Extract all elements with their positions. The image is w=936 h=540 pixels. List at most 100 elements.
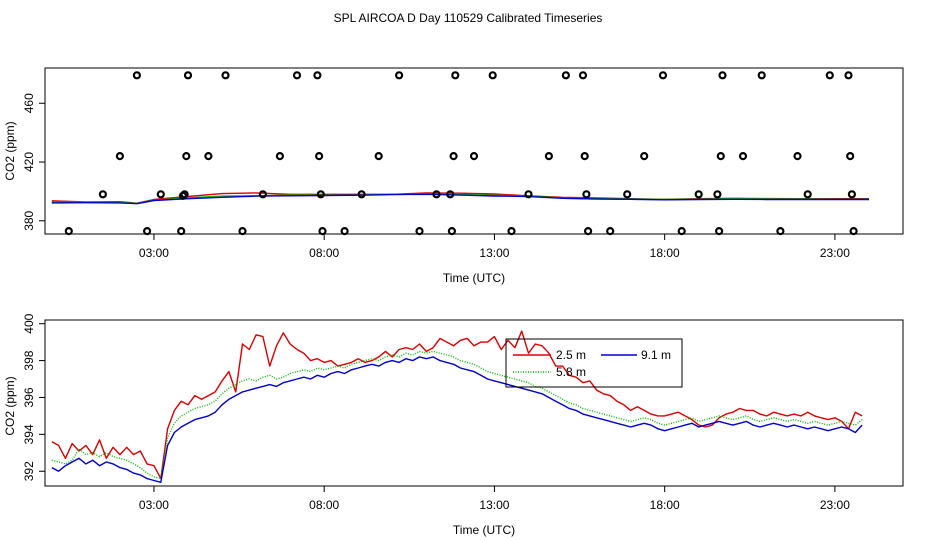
scatter-point: [182, 152, 191, 161]
bottom-series-lines: [51, 330, 863, 483]
bottom-y-tick-label: 394: [22, 424, 36, 444]
scatter-point: [716, 152, 725, 161]
top-y-tick-label: 380: [22, 210, 36, 230]
scatter-point: [623, 190, 632, 199]
scatter-point: [561, 71, 571, 80]
scatter-point: [544, 152, 554, 161]
scatter-point: [318, 227, 327, 236]
scatter-point: [658, 71, 668, 80]
scatter-point: [180, 190, 189, 199]
scatter-point: [432, 190, 441, 199]
scatter-point: [447, 227, 456, 236]
top-y-tick-label: 420: [22, 152, 36, 172]
scatter-point: [446, 190, 455, 199]
top-x-tick-label: 18:00: [650, 246, 680, 260]
scatter-point: [846, 152, 855, 161]
bottom-y-tick-label: 398: [22, 350, 36, 370]
bottom-x-tick-label: 03:00: [139, 498, 169, 512]
scatter-point: [713, 190, 722, 199]
scatter-point: [469, 152, 479, 161]
scatter-point: [640, 152, 649, 161]
scatter-point: [275, 152, 284, 161]
top-x-tick-label: 03:00: [139, 246, 169, 260]
scatter-point: [449, 152, 458, 161]
scatter-point: [177, 227, 186, 236]
scatter-point: [64, 227, 73, 236]
scatter-point: [204, 152, 213, 161]
bottom-x-tick-label: 23:00: [820, 498, 850, 512]
top-x-tick-label: 08:00: [309, 246, 339, 260]
scatter-point: [847, 190, 857, 199]
legend-box: [505, 338, 683, 388]
scatter-point: [183, 71, 193, 80]
bottom-y-tick-label: 392: [22, 461, 36, 481]
top-points: [64, 71, 858, 236]
series-line-2-5-m: [51, 330, 863, 480]
scatter-point: [583, 227, 593, 236]
scatter-point: [115, 152, 125, 161]
top-x-axis: 03:00 08:00 13:00 18:00 23:00: [139, 234, 850, 260]
scatter-point: [415, 227, 424, 236]
legend-label-9-1m: 9.1 m: [641, 348, 671, 362]
scatter-point: [582, 190, 591, 199]
scatter-point: [316, 190, 325, 199]
bottom-y-axis: 392 394 396 398 400: [22, 313, 45, 481]
scatter-point: [578, 71, 588, 80]
top-y-tick-label: 460: [22, 93, 36, 113]
scatter-point: [718, 71, 727, 80]
figure-title: SPL AIRCOA D Day 110529 Calibrated Times…: [334, 11, 603, 25]
legend-label-2-5m: 2.5 m: [556, 348, 586, 362]
top-x-tick-label: 23:00: [820, 246, 850, 260]
scatter-point: [803, 190, 812, 199]
bottom-plot-frame: [44, 319, 904, 487]
scatter-point: [677, 227, 686, 236]
bottom-x-tick-label: 13:00: [479, 498, 509, 512]
bottom-y-axis-label: CO2 (ppm): [3, 376, 17, 435]
top-y-axis: 380 420 460: [22, 93, 45, 231]
top-plot-frame: [44, 67, 904, 235]
scatter-point: [776, 227, 785, 236]
scatter-point: [825, 71, 834, 80]
legend-label-5-8m: 5.8 m: [556, 365, 586, 379]
top-overlay-lines: [51, 192, 869, 205]
bottom-x-tick-label: 08:00: [309, 498, 339, 512]
scatter-point: [132, 71, 141, 80]
scatter-point: [849, 227, 858, 236]
bottom-y-tick-label: 396: [22, 387, 36, 407]
scatter-point: [451, 71, 460, 80]
scatter-point: [357, 190, 366, 199]
scatter-point: [738, 152, 748, 161]
scatter-point: [156, 190, 165, 199]
scatter-point: [340, 227, 349, 236]
scatter-point: [606, 227, 615, 236]
series-line-9-1-m: [51, 356, 863, 483]
scatter-point: [694, 190, 703, 199]
top-panel-scatter: 03:00 08:00 13:00 18:00 23:00 380 420 460 Time…: [3, 67, 904, 285]
series-line-5-8-m: [51, 350, 863, 480]
scatter-point: [507, 227, 516, 236]
scatter-point: [793, 152, 802, 161]
top-x-tick-label: 13:00: [479, 246, 509, 260]
bottom-x-axis: 03:00 08:00 13:00 18:00 23:00: [139, 486, 850, 512]
scatter-point: [374, 152, 383, 161]
scatter-point: [98, 190, 108, 199]
scatter-point: [524, 190, 533, 199]
scatter-point: [143, 227, 152, 236]
scatter-point: [580, 152, 589, 161]
scatter-point: [714, 227, 724, 236]
top-x-axis-label: Time (UTC): [443, 271, 505, 285]
scatter-point: [315, 152, 324, 161]
scatter-point: [395, 71, 404, 80]
scatter-point: [292, 71, 302, 80]
scatter-point: [757, 71, 766, 80]
scatter-point: [313, 71, 322, 80]
legend: 2.5 m 5.8 m 9.1 m: [505, 338, 683, 388]
scatter-point: [488, 71, 497, 80]
bottom-y-tick-label: 400: [22, 313, 36, 333]
scatter-point: [258, 190, 267, 199]
scatter-point: [221, 71, 230, 80]
scatter-point: [844, 71, 853, 80]
top-y-axis-label: CO2 (ppm): [3, 121, 17, 180]
scatter-point: [238, 227, 247, 236]
